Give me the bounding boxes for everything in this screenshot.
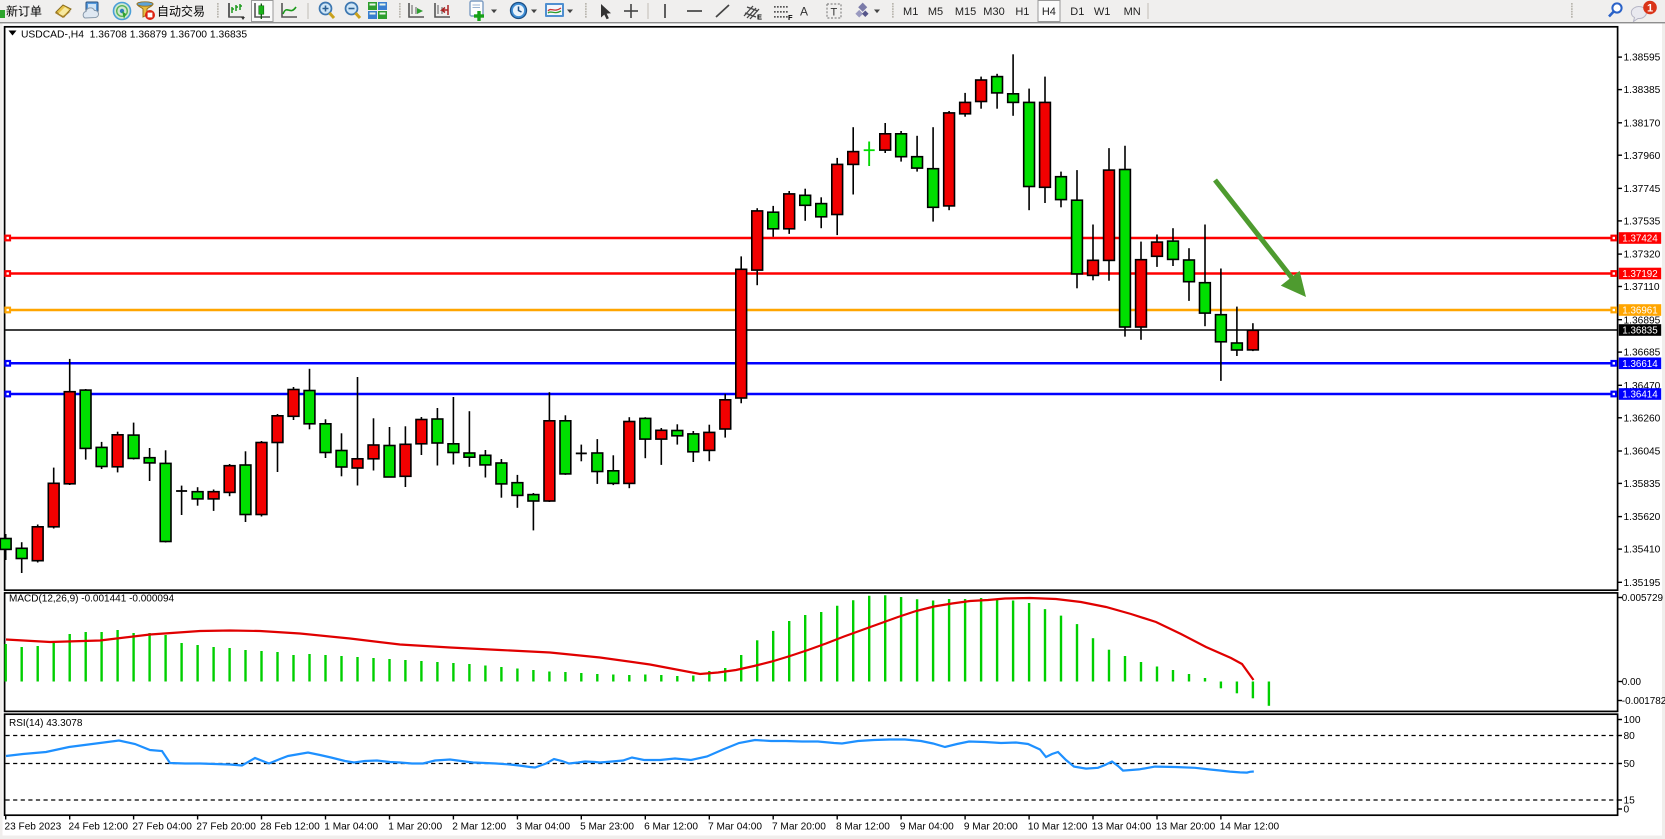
svg-text:E: E [757,13,762,22]
svg-text:13 Mar 20:00: 13 Mar 20:00 [1156,821,1216,832]
svg-text:80: 80 [1624,731,1636,742]
svg-text:1.36614: 1.36614 [1622,359,1658,370]
svg-text:M1: M1 [903,6,918,18]
svg-text:23 Feb 2023: 23 Feb 2023 [5,821,62,832]
svg-text:2 Mar 12:00: 2 Mar 12:00 [452,821,506,832]
svg-text:1: 1 [1647,3,1653,15]
svg-text:0.00: 0.00 [1622,677,1642,688]
svg-text:MN: MN [1124,6,1141,18]
svg-text:RSI(14) 43.3078: RSI(14) 43.3078 [9,718,83,729]
svg-text:-0.001782: -0.001782 [1622,696,1665,707]
svg-text:27 Feb 20:00: 27 Feb 20:00 [196,821,256,832]
svg-text:5 Mar 23:00: 5 Mar 23:00 [580,821,634,832]
svg-text:9 Mar 20:00: 9 Mar 20:00 [964,821,1018,832]
svg-text:自动交易: 自动交易 [157,4,205,19]
svg-text:1.36045: 1.36045 [1624,447,1661,458]
svg-text:0.005729: 0.005729 [1622,593,1664,604]
svg-text:1.35835: 1.35835 [1624,479,1661,490]
svg-text:A: A [800,5,808,19]
svg-text:15: 15 [1624,796,1636,807]
svg-text:100: 100 [1624,715,1641,726]
svg-text:1 Mar 04:00: 1 Mar 04:00 [324,821,378,832]
svg-text:USDCAD-,H4 1.36708 1.36879 1.: USDCAD-,H4 1.36708 1.36879 1.36700 1.368… [21,29,247,40]
svg-text:1.37535: 1.37535 [1624,217,1661,228]
svg-text:8 Mar 12:00: 8 Mar 12:00 [836,821,890,832]
svg-text:3 Mar 04:00: 3 Mar 04:00 [516,821,570,832]
svg-text:10 Mar 12:00: 10 Mar 12:00 [1028,821,1088,832]
svg-text:50: 50 [1624,759,1636,770]
svg-text:D1: D1 [1070,6,1084,18]
svg-text:28 Feb 12:00: 28 Feb 12:00 [260,821,320,832]
svg-text:9 Mar 04:00: 9 Mar 04:00 [900,821,954,832]
svg-text:1.37320: 1.37320 [1624,250,1661,261]
svg-text:7 Mar 20:00: 7 Mar 20:00 [772,821,826,832]
svg-text:1 Mar 20:00: 1 Mar 20:00 [388,821,442,832]
svg-text:1.38595: 1.38595 [1624,53,1661,64]
svg-text:6 Mar 12:00: 6 Mar 12:00 [644,821,698,832]
svg-text:H4: H4 [1042,6,1056,18]
svg-text:MACD(12,26,9) -0.001441 -0.000: MACD(12,26,9) -0.001441 -0.000094 [9,594,175,605]
svg-text:T: T [831,7,838,19]
svg-text:27 Feb 04:00: 27 Feb 04:00 [132,821,192,832]
svg-text:1.38170: 1.38170 [1624,118,1661,129]
svg-text:新订单: 新订单 [6,4,42,19]
svg-text:1.36470: 1.36470 [1624,381,1661,392]
svg-text:1.36895: 1.36895 [1624,315,1661,326]
svg-text:M15: M15 [955,6,976,18]
svg-text:1.36961: 1.36961 [1622,306,1657,317]
svg-text:1.36414: 1.36414 [1622,390,1658,401]
svg-text:14 Mar 12:00: 14 Mar 12:00 [1220,821,1280,832]
svg-text:1.37745: 1.37745 [1624,184,1661,195]
svg-text:1.37960: 1.37960 [1624,151,1661,162]
svg-text:7 Mar 04:00: 7 Mar 04:00 [708,821,762,832]
svg-text:13 Mar 04:00: 13 Mar 04:00 [1092,821,1152,832]
svg-text:1.37192: 1.37192 [1622,269,1657,280]
svg-text:1.35195: 1.35195 [1624,578,1661,589]
svg-text:F: F [788,13,793,22]
svg-text:1.36260: 1.36260 [1624,413,1661,424]
svg-text:W1: W1 [1094,6,1111,18]
svg-text:1.37110: 1.37110 [1624,282,1660,293]
svg-text:M5: M5 [928,6,943,18]
svg-text:0: 0 [1624,805,1630,816]
svg-text:1.38385: 1.38385 [1624,85,1661,96]
svg-text:M30: M30 [983,6,1004,18]
svg-text:24 Feb 12:00: 24 Feb 12:00 [69,821,129,832]
svg-text:1.35620: 1.35620 [1624,512,1661,523]
svg-text:1.36835: 1.36835 [1622,326,1658,337]
svg-text:1.36685: 1.36685 [1624,348,1661,359]
svg-text:1.35410: 1.35410 [1624,545,1661,556]
svg-text:1.37424: 1.37424 [1622,234,1658,245]
svg-text:H1: H1 [1015,6,1029,18]
